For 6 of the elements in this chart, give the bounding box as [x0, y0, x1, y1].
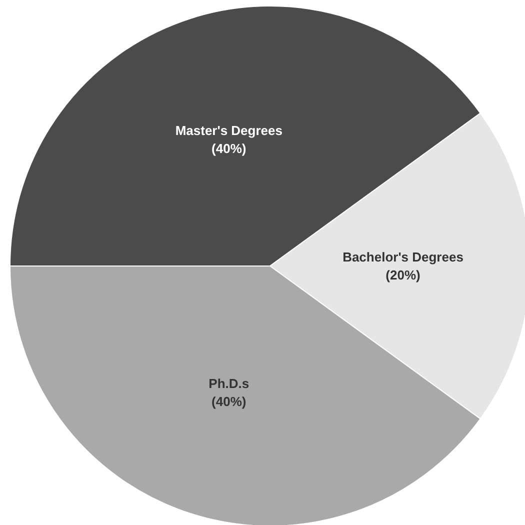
data-label: (20%) — [386, 268, 420, 282]
slice-label: Ph.D.s — [208, 376, 250, 391]
slice-label: Bachelor's Degrees — [342, 250, 464, 264]
slice-label: Master's Degrees — [175, 123, 282, 138]
data-label: (40%) — [212, 141, 246, 156]
data-label: (40%) — [212, 394, 246, 409]
